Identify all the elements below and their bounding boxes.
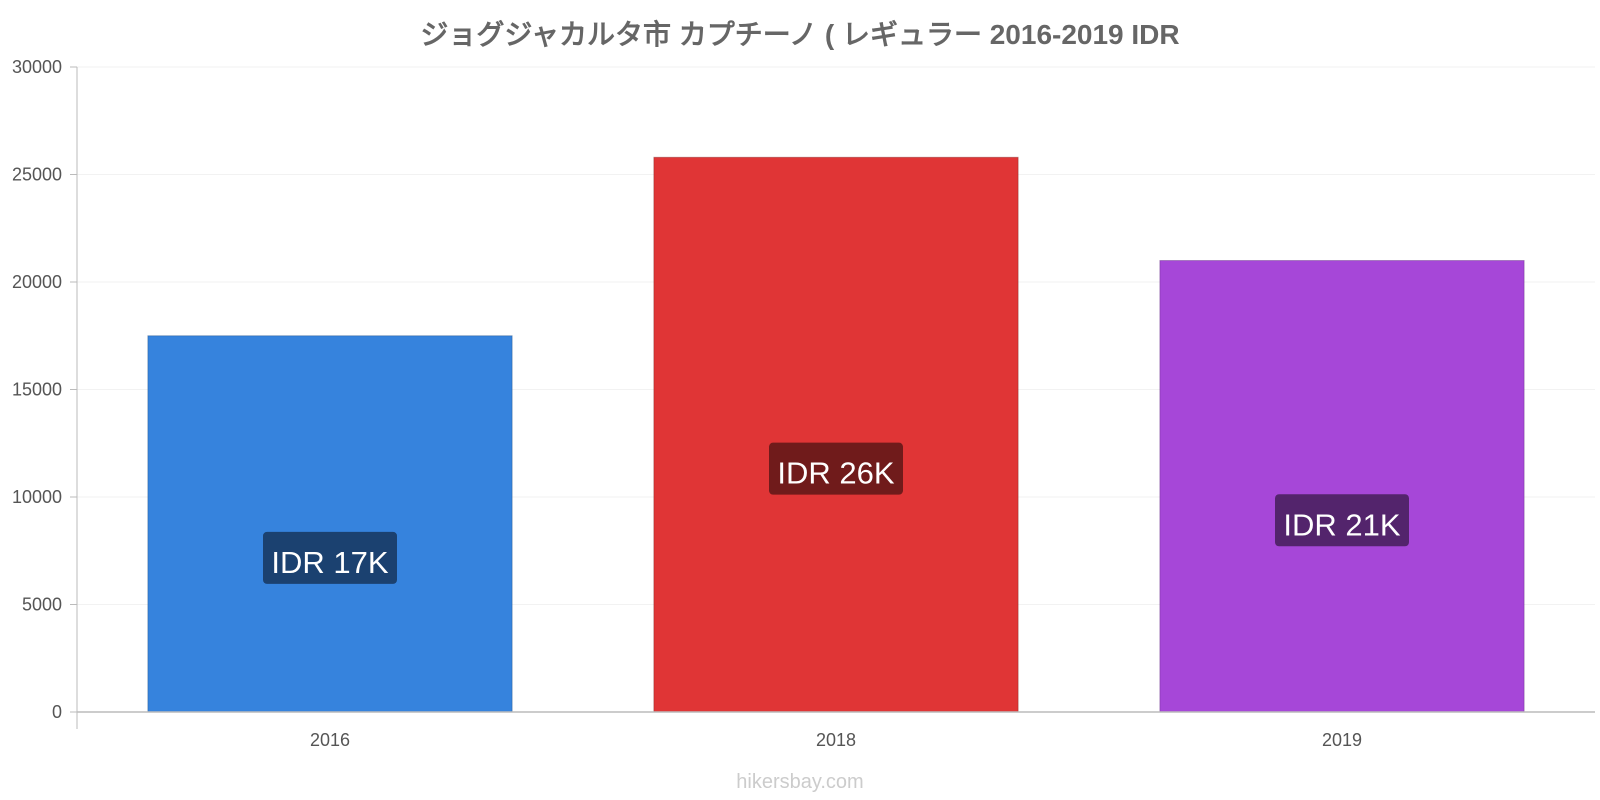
bar-2019 (1159, 260, 1525, 713)
data-label-bg-2016 (263, 531, 397, 584)
data-label-bg-2018 (769, 442, 903, 495)
bar-2018 (653, 156, 1019, 713)
x-tick-label-2019: 2019 (1322, 730, 1362, 750)
y-tick-label-0: 0 (52, 702, 62, 722)
data-label-2019: IDR 21K (1283, 507, 1400, 542)
data-label-bg-2019 (1275, 494, 1409, 547)
x-tick-label-2018: 2018 (816, 730, 856, 750)
y-axis: 0 5000 10000 15000 20000 25000 30000 (12, 57, 78, 729)
chart-title: ジョグジャカルタ市 カプチーノ ( レギュラー 2016-2019 IDR (420, 18, 1179, 50)
y-tick-label-5000: 5000 (22, 595, 62, 615)
y-tick-label-25000: 25000 (12, 165, 62, 185)
bar-2016 (147, 335, 513, 713)
y-tick-label-15000: 15000 (12, 380, 62, 400)
y-tick-label-10000: 10000 (12, 487, 62, 507)
footer-source: hikersbay.com (736, 771, 863, 793)
x-axis: 2016 2018 2019 (77, 711, 1595, 750)
x-tick-label-2016: 2016 (310, 730, 350, 750)
y-tick-label-30000: 30000 (12, 57, 62, 77)
y-tick-label-20000: 20000 (12, 272, 62, 292)
data-label-2016: IDR 17K (271, 545, 388, 580)
bars (147, 156, 1525, 713)
data-labels: IDR 17K IDR 26K IDR 21K (263, 442, 1409, 584)
data-label-2018: IDR 26K (777, 456, 894, 491)
